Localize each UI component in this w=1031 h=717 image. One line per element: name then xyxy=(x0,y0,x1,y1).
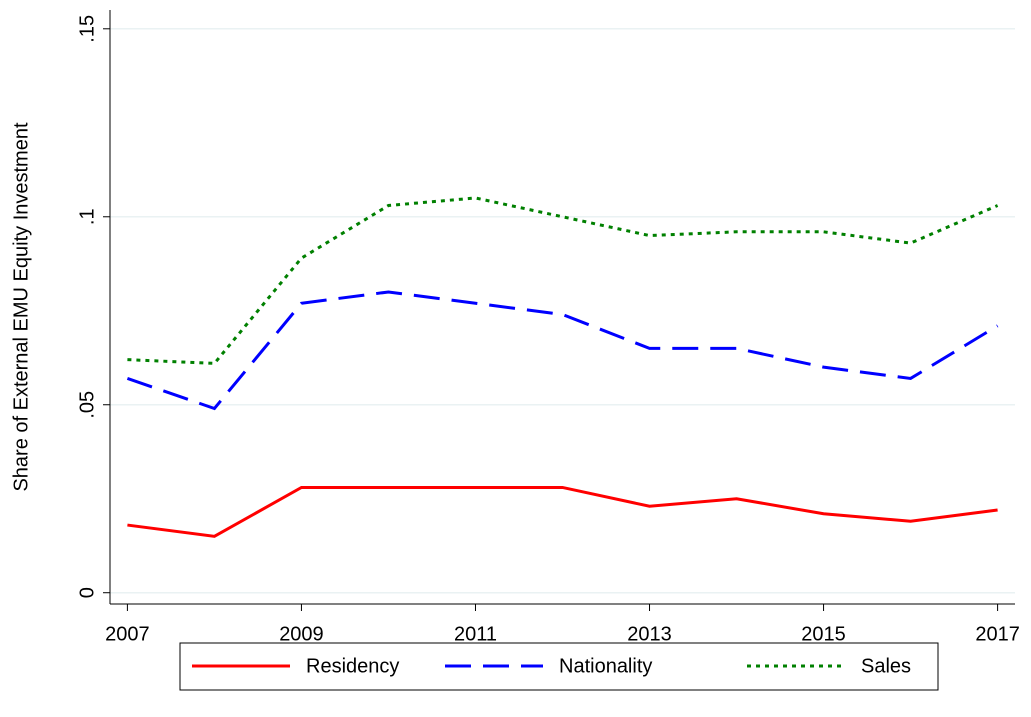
x-tick-label: 2009 xyxy=(279,623,324,645)
y-axis-label: Share of External EMU Equity Investment xyxy=(10,122,32,491)
x-tick-label: 2011 xyxy=(454,623,497,645)
y-tick-label: .05 xyxy=(76,391,98,419)
line-series xyxy=(127,196,999,365)
y-tick-label: 0 xyxy=(76,587,98,598)
x-tick-label: 2013 xyxy=(627,623,672,645)
x-tick-label: 2015 xyxy=(801,623,846,645)
legend-label: Nationality xyxy=(559,655,652,677)
line-series xyxy=(127,485,998,538)
y-tick-label: .15 xyxy=(76,15,98,43)
legend-label: Sales xyxy=(861,655,911,677)
y-tick-label: .1 xyxy=(76,208,98,225)
legend-label: Residency xyxy=(306,655,399,677)
x-tick-label: 2007 xyxy=(105,623,150,645)
x-tick-label: 2017 xyxy=(975,623,1020,645)
